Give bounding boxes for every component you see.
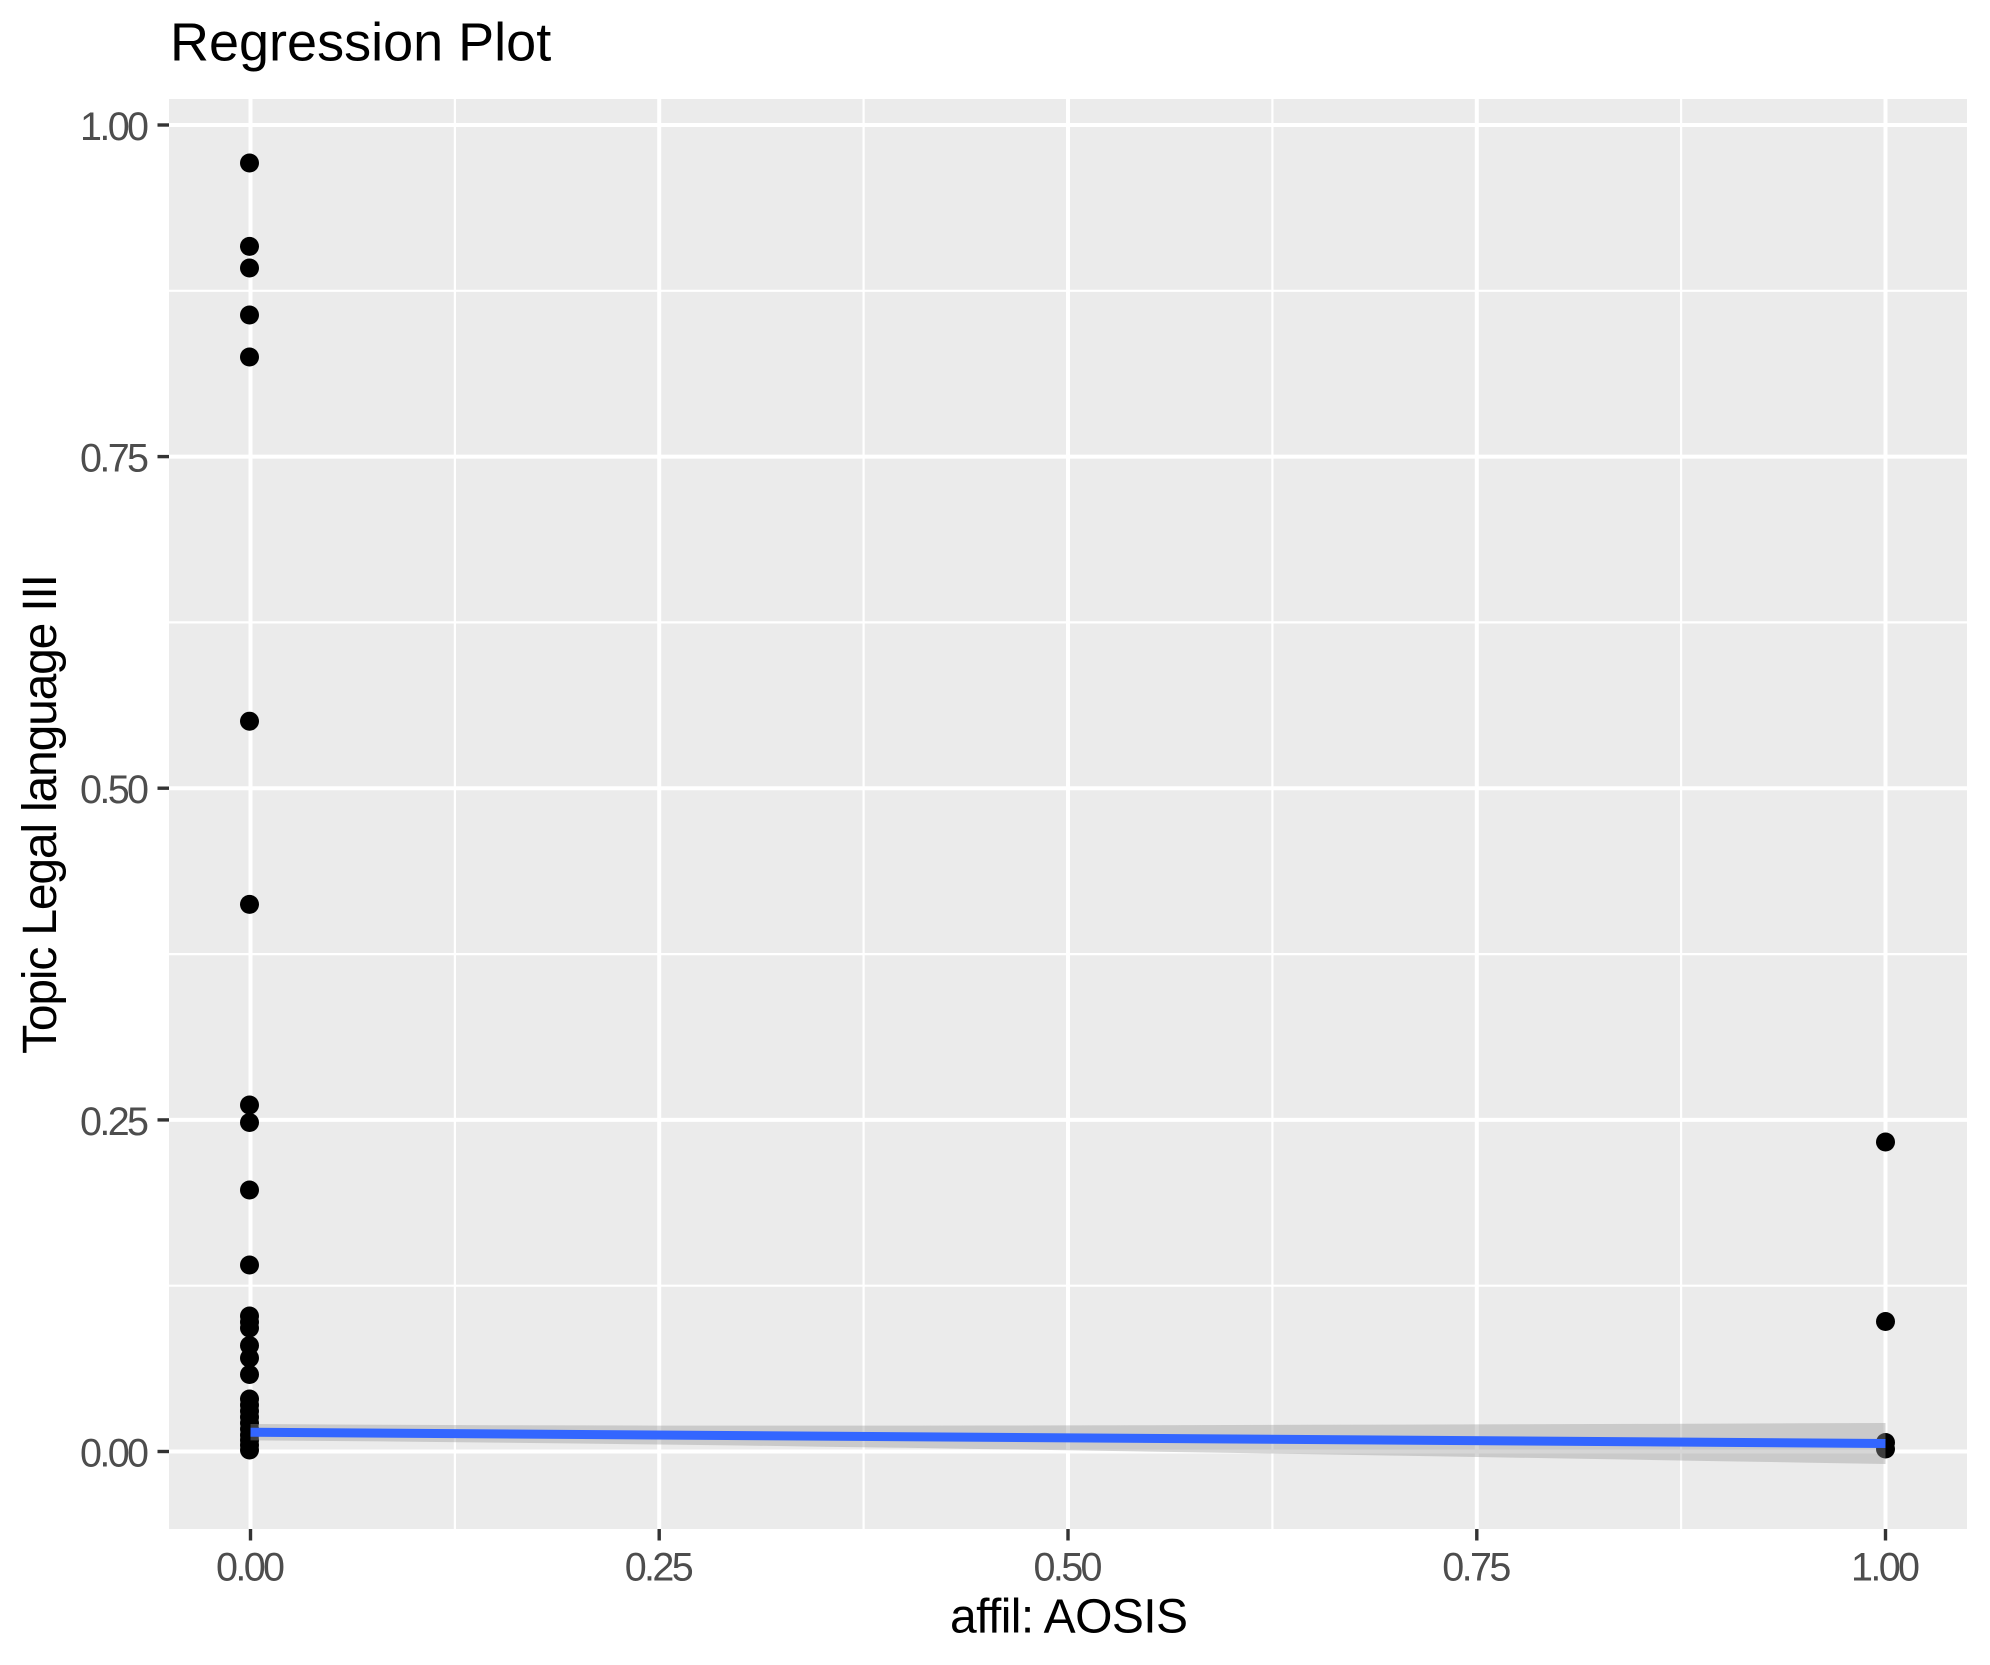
- svg-text:0.50: 0.50: [1034, 1546, 1103, 1590]
- svg-text:Regression Plot: Regression Plot: [170, 12, 551, 72]
- svg-text:0.75: 0.75: [1442, 1546, 1511, 1590]
- svg-text:1.00: 1.00: [1851, 1546, 1920, 1590]
- svg-text:Topic Legal language III: Topic Legal language III: [14, 574, 67, 1054]
- svg-text:0.50: 0.50: [80, 768, 149, 812]
- svg-text:0.00: 0.00: [216, 1546, 285, 1590]
- svg-text:0.25: 0.25: [625, 1546, 694, 1590]
- svg-text:affil: AOSIS: affil: AOSIS: [950, 1591, 1188, 1644]
- svg-text:1.00: 1.00: [80, 105, 149, 149]
- svg-text:0.25: 0.25: [80, 1100, 149, 1144]
- svg-text:0.00: 0.00: [80, 1432, 149, 1476]
- svg-text:0.75: 0.75: [80, 437, 149, 481]
